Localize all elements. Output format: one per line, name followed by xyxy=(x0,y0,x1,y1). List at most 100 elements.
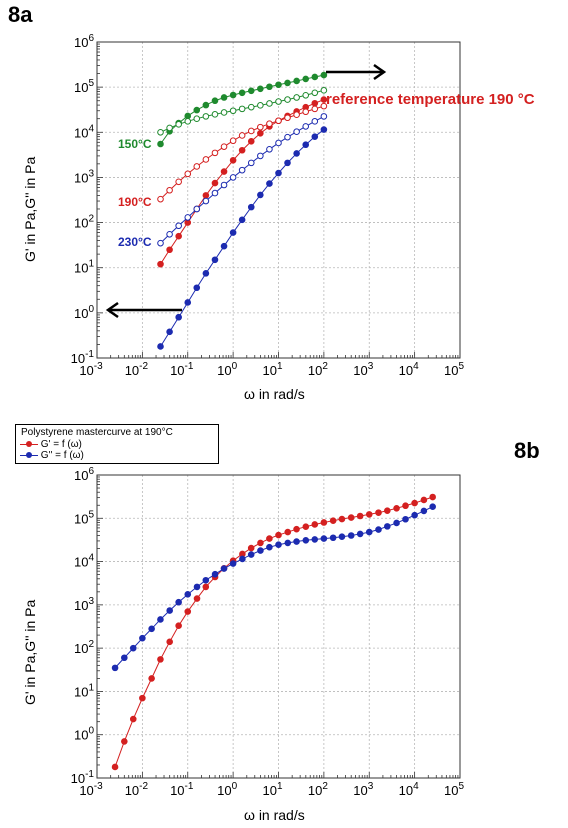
data-point xyxy=(157,128,164,136)
data-point xyxy=(166,186,173,194)
y-tick-label: 104 xyxy=(74,123,94,140)
legend-label-gdoubleprime: G'' = f (ω) xyxy=(40,450,84,461)
data-point xyxy=(320,519,328,526)
data-point xyxy=(193,595,201,602)
data-point xyxy=(157,343,164,350)
data-point xyxy=(184,299,192,306)
data-point xyxy=(202,270,210,277)
legend-label-gprime: G' = f (ω) xyxy=(40,439,82,450)
data-point xyxy=(302,523,310,530)
data-point xyxy=(229,229,237,236)
y-tick-label: 10-1 xyxy=(71,769,95,786)
data-point xyxy=(247,203,255,211)
x-tick-label: 104 xyxy=(399,361,419,378)
data-point xyxy=(320,71,328,79)
arrow-head xyxy=(105,301,119,319)
data-point xyxy=(329,534,337,542)
data-point xyxy=(257,85,264,93)
legend-entry-gprime: G' = f (ω) xyxy=(20,439,82,450)
data-point xyxy=(247,138,255,145)
data-point xyxy=(202,101,210,109)
data-point xyxy=(166,328,173,336)
temp-label-150: 150°C xyxy=(118,137,152,151)
data-point xyxy=(257,547,264,554)
data-point xyxy=(193,115,201,122)
data-point xyxy=(293,94,300,101)
data-point xyxy=(111,664,119,672)
data-point xyxy=(302,537,310,544)
legend-swatch-blue xyxy=(20,451,38,459)
data-point xyxy=(347,514,355,521)
chart-b-legend: Polystyrene mastercurve at 190°C G' = f … xyxy=(15,424,219,464)
data-point xyxy=(320,102,328,110)
data-point xyxy=(121,654,128,662)
data-point xyxy=(139,634,146,642)
legend-title: Polystyrene mastercurve at 190°C xyxy=(21,427,173,438)
data-point xyxy=(420,507,428,515)
y-tick-label: 105 xyxy=(74,509,94,526)
data-point xyxy=(284,159,291,167)
data-point xyxy=(384,507,391,514)
data-point xyxy=(229,91,237,99)
x-tick-label: 100 xyxy=(217,781,237,798)
data-point xyxy=(184,118,192,125)
chart-a-xlabel: ω in rad/s xyxy=(244,386,305,402)
data-point xyxy=(175,222,182,230)
data-point xyxy=(148,625,155,633)
x-tick-label: 102 xyxy=(308,361,328,378)
data-point xyxy=(166,230,173,238)
data-point xyxy=(311,118,319,125)
data-point xyxy=(229,137,237,145)
data-point xyxy=(257,129,264,137)
data-point xyxy=(238,89,246,97)
data-point xyxy=(247,159,255,167)
data-point xyxy=(139,694,146,702)
data-point xyxy=(311,521,319,528)
data-point xyxy=(193,163,201,170)
data-point xyxy=(175,598,182,606)
data-point xyxy=(411,511,418,519)
data-point xyxy=(220,242,228,250)
data-point xyxy=(202,113,210,120)
data-point xyxy=(275,531,282,539)
data-point xyxy=(266,180,273,187)
data-point xyxy=(293,538,300,545)
y-tick-label: 100 xyxy=(74,304,94,321)
data-point xyxy=(238,166,246,174)
panel-label-8b: 8b xyxy=(514,438,540,463)
y-tick-label: 103 xyxy=(74,596,94,613)
data-point xyxy=(393,519,400,527)
data-point xyxy=(166,638,173,646)
x-tick-label: 10-3 xyxy=(79,781,103,798)
data-point xyxy=(211,111,219,118)
data-point xyxy=(275,169,282,177)
data-point xyxy=(284,539,292,547)
data-point xyxy=(211,149,219,157)
data-point xyxy=(365,511,373,518)
reference-temperature-label: reference temperature 190 °C xyxy=(326,91,535,108)
data-point xyxy=(220,143,228,150)
y-tick-label: 102 xyxy=(74,639,94,656)
chart-a-annotations: reference temperature 190 °C 150°C 190°C 23… xyxy=(105,63,535,319)
data-point xyxy=(148,675,155,682)
data-point xyxy=(375,509,382,516)
data-point xyxy=(202,156,210,163)
data-point xyxy=(293,150,300,157)
series-line xyxy=(114,506,433,669)
data-point xyxy=(284,114,291,122)
data-point xyxy=(220,94,228,101)
data-point xyxy=(175,121,182,128)
data-point xyxy=(247,551,255,558)
data-point xyxy=(184,591,192,598)
x-tick-label: 10-2 xyxy=(125,781,149,798)
data-point xyxy=(402,502,409,510)
data-point xyxy=(175,622,182,629)
data-point xyxy=(320,96,328,103)
data-point xyxy=(229,107,237,115)
x-tick-label: 104 xyxy=(399,781,419,798)
panel-label-8a: 8a xyxy=(8,2,33,27)
y-tick-label: 106 xyxy=(74,466,94,483)
data-point xyxy=(311,105,319,113)
data-point xyxy=(302,108,310,116)
y-tick-label: 103 xyxy=(74,168,94,185)
